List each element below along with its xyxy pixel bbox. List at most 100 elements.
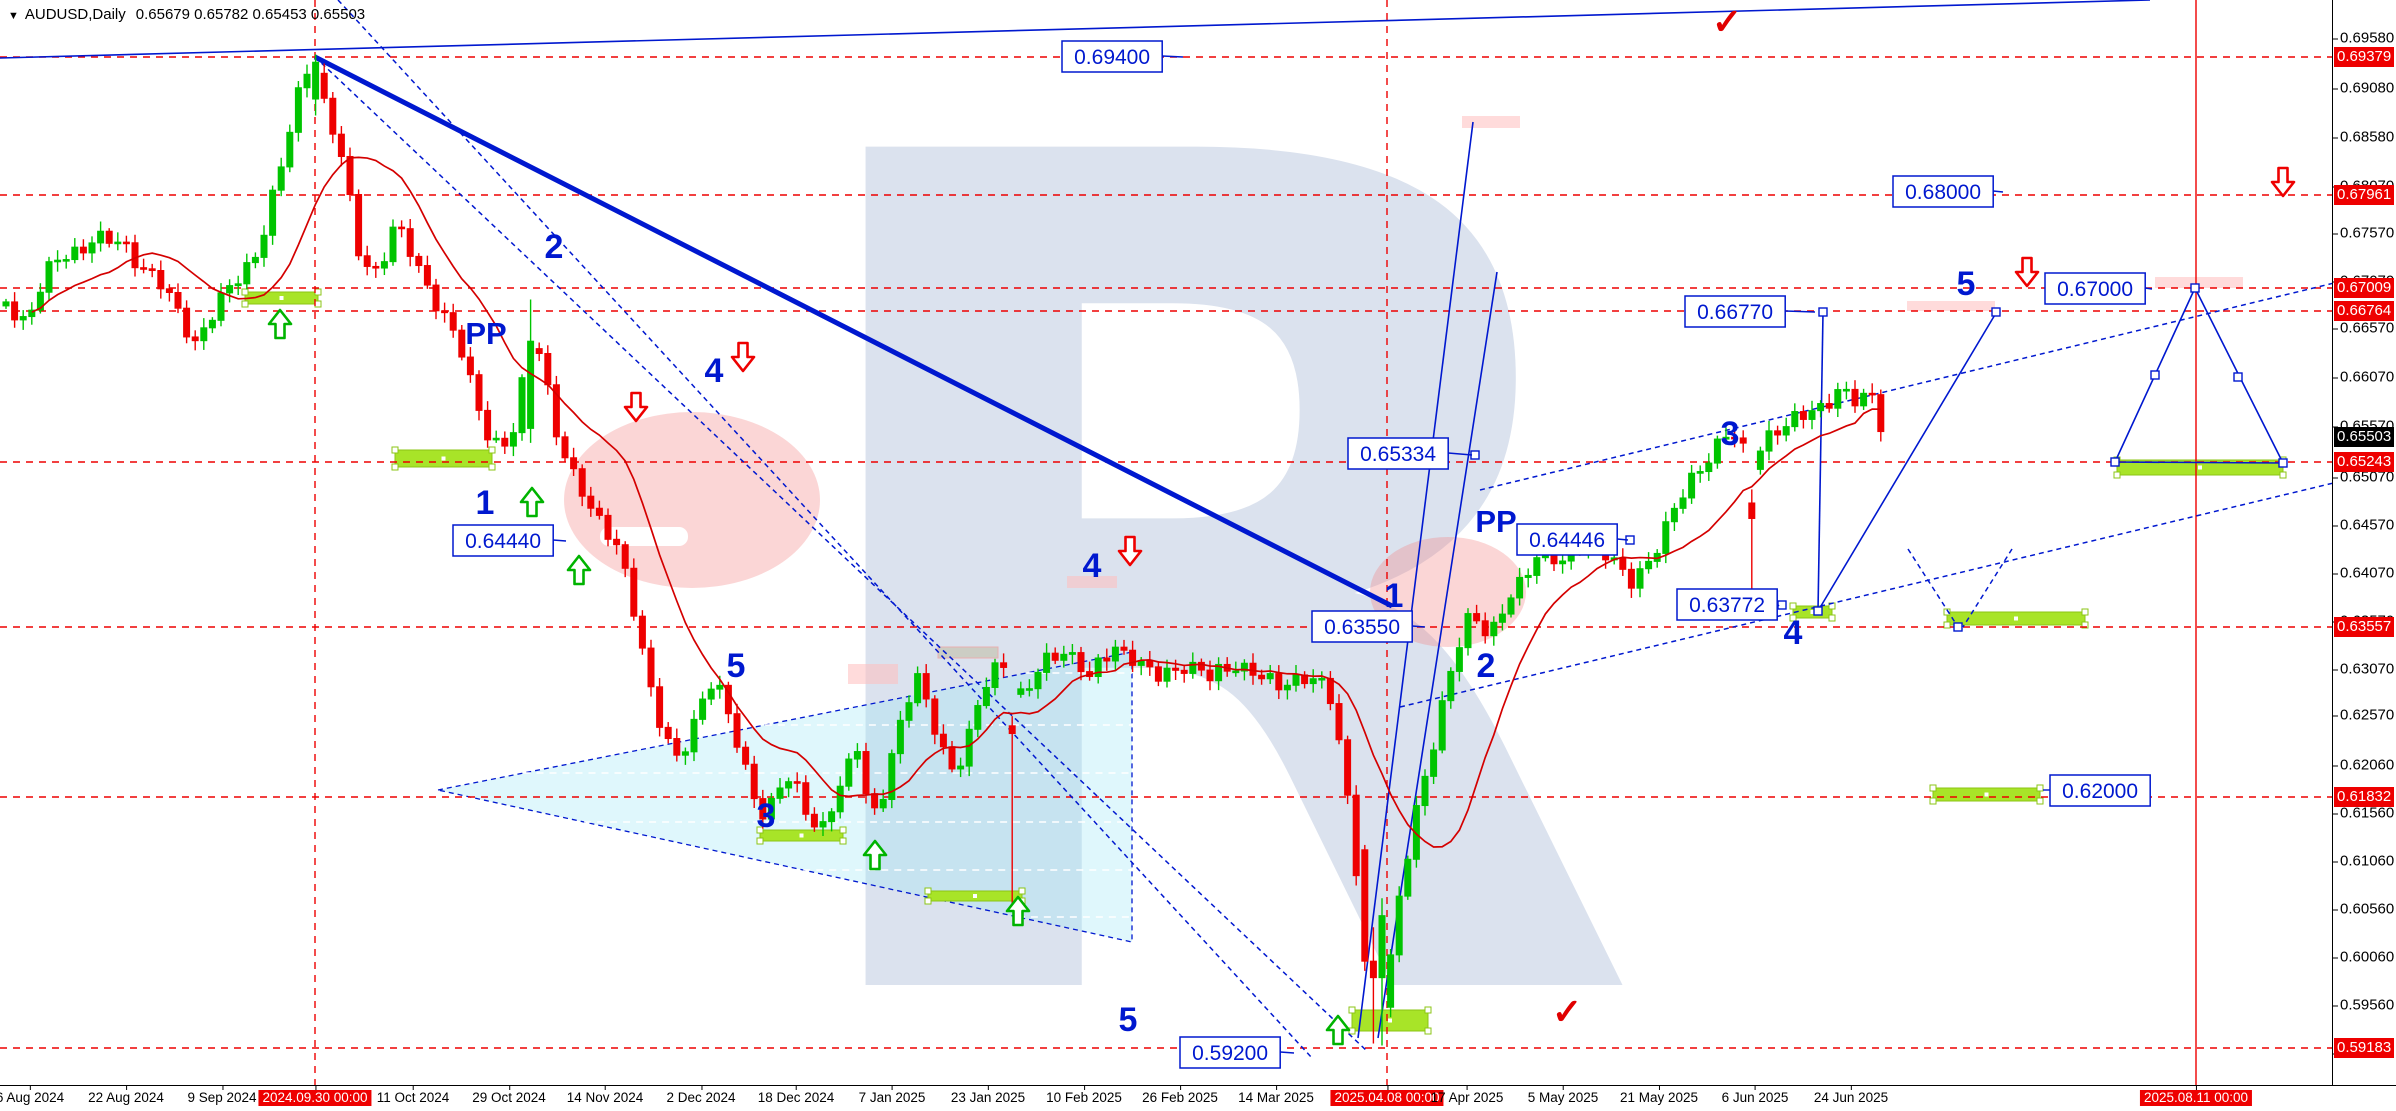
object-handle[interactable] [1818,307,1828,317]
price-target-label[interactable]: 0.68000 [1892,175,2004,208]
zone-handle[interactable] [2036,784,2044,792]
zone-handle[interactable] [2036,797,2044,805]
projection-dashed-line[interactable] [1907,548,1959,628]
price-target-label[interactable]: 0.64440 [452,524,567,557]
zone-handle[interactable] [1789,614,1797,622]
zone-handle[interactable] [839,837,847,845]
object-handle[interactable] [2233,372,2243,382]
label-box[interactable] [1311,610,1413,643]
zone-handle[interactable] [1828,614,1836,622]
zone-handle[interactable] [1929,797,1937,805]
label-box[interactable] [1179,1036,1281,1069]
wave-number-label[interactable]: 5 [1957,265,1976,303]
projection-dashed-line[interactable] [1479,268,2332,491]
price-target-label[interactable]: 0.65334 [1347,437,1473,470]
object-handle[interactable] [2278,458,2288,468]
label-box[interactable] [1516,523,1618,556]
wave-number-label[interactable]: 4 [1083,547,1102,585]
wave-number-label[interactable]: 5 [727,647,746,685]
resistance-zone-pink[interactable] [848,664,898,684]
wave-number-label[interactable]: 2 [545,228,564,266]
zone-handle[interactable] [488,446,496,454]
label-box[interactable] [1684,295,1786,328]
supply-zone-gray[interactable] [937,646,999,659]
label-box[interactable] [1061,40,1163,73]
time-axis[interactable]: 6 Aug 2024 22 Aug 2024 9 Sep 2024 2024.09.3… [0,1085,2396,1111]
zone-handle[interactable] [924,887,932,895]
zone-handle[interactable] [924,897,932,905]
wave-number-label[interactable]: 3 [757,797,776,835]
label-box[interactable] [2049,774,2151,807]
resistance-zone-pink[interactable] [1462,116,1520,128]
zone-handle[interactable] [241,288,249,296]
wave-number-label[interactable]: 1 [476,484,495,522]
sell-arrow-icon[interactable] [2014,256,2040,288]
object-handle[interactable] [1470,450,1480,460]
zone-handle[interactable] [1424,1027,1432,1035]
wave-projection-line[interactable] [1817,312,1824,612]
target-triangle[interactable] [2113,286,2285,464]
zone-handle[interactable] [1018,887,1026,895]
upper-trendline[interactable] [0,0,2151,59]
projection-dashed-line[interactable] [314,56,1369,1053]
price-target-label[interactable]: 0.62000 [2043,774,2151,807]
projection-dashed-line[interactable] [337,0,1313,1059]
wave-number-label[interactable]: 4 [705,352,724,390]
wave-number-label[interactable]: 4 [1784,614,1803,652]
sell-arrow-icon[interactable] [730,341,756,373]
buy-arrow-icon[interactable] [1005,895,1031,927]
sell-arrow-icon[interactable] [623,391,649,423]
price-target-label[interactable]: 0.59200 [1179,1036,1295,1069]
zone-handle[interactable] [1348,1027,1356,1035]
label-box[interactable] [2044,272,2146,305]
resistance-zone-pink[interactable] [2155,277,2243,288]
resistance-zone-pink[interactable] [1907,301,1995,311]
collapse-icon[interactable]: ▼ [8,10,19,22]
price-target-label[interactable]: 0.67000 [2044,272,2153,305]
object-handle[interactable] [1953,622,1963,632]
zone-handle[interactable] [1929,784,1937,792]
wave-projection-line[interactable] [1817,312,1997,612]
pivot-point-label[interactable]: PP [465,316,506,351]
object-handle[interactable] [2150,370,2160,380]
major-downtrend-line[interactable] [313,54,1394,609]
zone-handle[interactable] [1789,602,1797,610]
zone-handle[interactable] [2279,471,2287,479]
chart-area[interactable]: R 0.69400 0.64440 0.65334 0.64446 0.63550 0.63… [0,0,2332,1085]
zone-handle[interactable] [756,826,764,834]
price-target-label[interactable]: 0.66770 [1684,295,1816,328]
zone-handle[interactable] [2081,608,2089,616]
zone-handle[interactable] [2081,621,2089,629]
wave-projection-line[interactable] [1357,121,1474,1039]
zone-handle[interactable] [1348,1006,1356,1014]
price-target-label[interactable]: 0.63550 [1311,610,1426,643]
wave-number-label[interactable]: 5 [1119,1001,1138,1039]
object-handle[interactable] [2110,457,2120,467]
zone-handle[interactable] [314,288,322,296]
price-chart-canvas[interactable]: R0.69400 0.64440 0.65334 0.64446 0.63550 0.63… [0,0,2332,1085]
zone-handle[interactable] [488,463,496,471]
sell-arrow-icon[interactable] [2270,166,2296,198]
zone-handle[interactable] [2113,471,2121,479]
zone-handle[interactable] [391,463,399,471]
resistance-zone-pink[interactable] [1067,576,1117,588]
object-handle[interactable] [1991,307,2001,317]
zone-handle[interactable] [1943,608,1951,616]
price-axis[interactable]: 0.695800.690800.685800.680700.675700.670… [2332,0,2396,1085]
buy-arrow-icon[interactable] [267,308,293,340]
buy-arrow-icon[interactable] [1325,1014,1351,1046]
label-box[interactable] [1892,175,1994,208]
checkmark-icon[interactable]: ✓ [1712,1,1742,42]
label-box[interactable] [1347,437,1449,470]
buy-arrow-icon[interactable] [566,554,592,586]
label-box[interactable] [1676,588,1778,621]
sell-arrow-icon[interactable] [1117,535,1143,567]
zone-handle[interactable] [1943,621,1951,629]
zone-handle[interactable] [391,446,399,454]
object-handle[interactable] [1777,600,1787,610]
price-target-label[interactable]: 0.63772 [1676,588,1780,621]
label-box[interactable] [452,524,554,557]
checkmark-icon[interactable]: ✓ [1552,991,1582,1032]
object-handle[interactable] [1813,606,1823,616]
projection-dashed-line[interactable] [1962,548,2013,628]
